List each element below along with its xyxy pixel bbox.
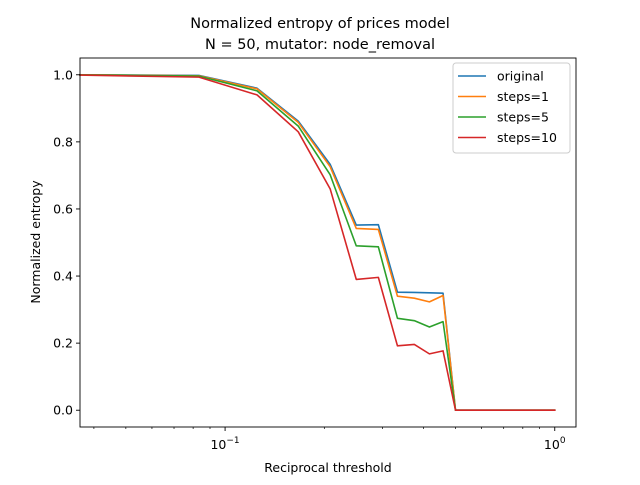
- legend-label-2: steps=1: [497, 89, 549, 104]
- legend-label-4: steps=10: [497, 130, 557, 145]
- chart-title: Normalized entropy of prices model: [190, 16, 450, 32]
- plot-lines: [79, 73, 556, 412]
- legend: original steps=1 steps=5 steps=10: [452, 62, 571, 154]
- plot-frame: [79, 57, 577, 428]
- y-axis-label: Normalized entropy: [28, 180, 43, 304]
- series-line-4: [79, 74, 556, 412]
- y-tick-label: 0.4: [53, 269, 73, 284]
- y-axis: 0.0 0.2 0.4 0.6 0.8 1.0: [53, 67, 80, 418]
- legend-label-3: steps=5: [497, 110, 549, 125]
- y-tick-label: 0.0: [53, 403, 73, 418]
- x-tick-label: 10−1: [210, 436, 239, 452]
- y-tick-label: 0.2: [53, 336, 73, 351]
- x-tick-label: 100: [544, 436, 566, 452]
- x-axis-label: Reciprocal threshold: [264, 460, 391, 475]
- series-line-3: [79, 73, 556, 412]
- chart-subtitle: N = 50, mutator: node_removal: [205, 37, 435, 53]
- legend-box: [452, 62, 571, 154]
- x-axis: 10−1 100: [93, 427, 566, 452]
- y-tick-label: 0.6: [53, 201, 73, 216]
- legend-label-1: original: [497, 69, 544, 84]
- y-tick-label: 0.8: [53, 134, 73, 149]
- y-tick-label: 1.0: [53, 67, 73, 82]
- series-line-2: [79, 73, 556, 412]
